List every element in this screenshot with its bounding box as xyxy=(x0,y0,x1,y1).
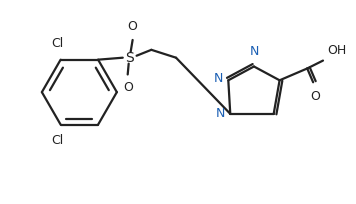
Text: O: O xyxy=(310,90,320,103)
Text: O: O xyxy=(128,20,137,33)
Text: N: N xyxy=(249,45,259,58)
Text: Cl: Cl xyxy=(52,37,64,50)
Text: S: S xyxy=(125,51,134,65)
Text: N: N xyxy=(214,72,223,85)
Text: Cl: Cl xyxy=(52,134,64,147)
Text: OH: OH xyxy=(327,44,346,57)
Text: N: N xyxy=(216,107,225,120)
Text: O: O xyxy=(123,81,133,94)
